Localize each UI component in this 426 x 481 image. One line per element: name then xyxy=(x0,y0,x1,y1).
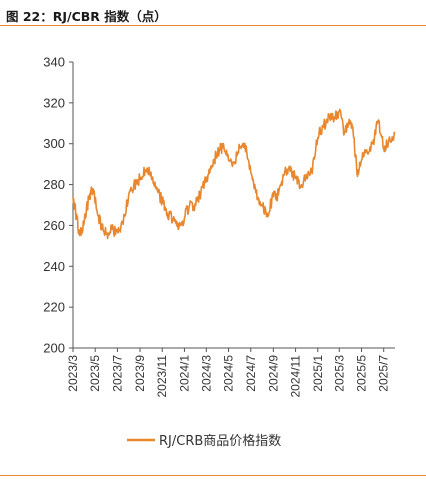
x-axis: 2023/3 2023/5 2023/7 2023/9 2023/11 2024/1 202… xyxy=(66,347,395,398)
x-tick-label: 2024/1 xyxy=(177,355,191,392)
y-tick-label: 280 xyxy=(43,177,65,192)
x-tick-label: 2023/5 xyxy=(88,355,102,392)
y-tick-label: 220 xyxy=(43,300,65,315)
y-tick-label: 340 xyxy=(43,55,65,70)
x-tick-label: 2025/3 xyxy=(332,355,346,392)
x-tick-label: 2024/11 xyxy=(289,355,303,398)
x-tick-label: 2023/9 xyxy=(133,355,147,392)
x-tick-label: 2024/3 xyxy=(199,355,213,392)
series-layer xyxy=(72,108,396,240)
figure-title: 图 22：RJ/CBR 指数（点） xyxy=(6,9,167,24)
y-tick-label: 240 xyxy=(43,259,65,274)
x-tick-label: 2024/7 xyxy=(244,355,258,392)
series-line xyxy=(72,108,396,240)
x-tick-label: 2024/5 xyxy=(222,355,236,392)
y-axis: 200 220 240 260 280 300 320 340 xyxy=(43,55,74,356)
y-tick-label: 300 xyxy=(43,136,65,151)
x-tick-label: 2025/5 xyxy=(354,355,368,392)
x-tick-label: 2023/7 xyxy=(110,355,124,392)
y-tick-label: 260 xyxy=(43,218,65,233)
title-rule xyxy=(0,25,426,26)
x-tick-label: 2023/11 xyxy=(155,355,169,398)
y-tick-label: 320 xyxy=(43,95,65,110)
y-tick-label: 200 xyxy=(43,341,65,356)
x-tick-label: 2025/7 xyxy=(377,355,391,392)
x-tick-label: 2025/1 xyxy=(311,355,325,392)
legend: RJ/CRB商品价格指数 xyxy=(127,433,281,449)
x-tick-label: 2023/3 xyxy=(66,355,80,392)
x-tick-label: 2024/9 xyxy=(266,355,280,392)
legend-label: RJ/CRB商品价格指数 xyxy=(159,433,281,449)
bottom-rule xyxy=(0,475,426,476)
